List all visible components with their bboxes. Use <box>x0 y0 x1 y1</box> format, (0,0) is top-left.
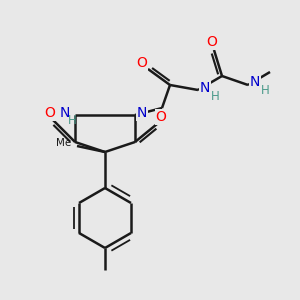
Text: H: H <box>68 115 76 128</box>
Text: O: O <box>156 110 167 124</box>
Text: Me: Me <box>56 138 71 148</box>
Text: N: N <box>250 75 260 89</box>
Text: N: N <box>137 106 147 120</box>
Text: H: H <box>261 83 269 97</box>
Text: O: O <box>136 56 147 70</box>
Text: O: O <box>207 35 218 49</box>
Text: O: O <box>45 106 56 120</box>
Text: N: N <box>60 106 70 120</box>
Text: N: N <box>200 81 210 95</box>
Text: H: H <box>211 89 219 103</box>
